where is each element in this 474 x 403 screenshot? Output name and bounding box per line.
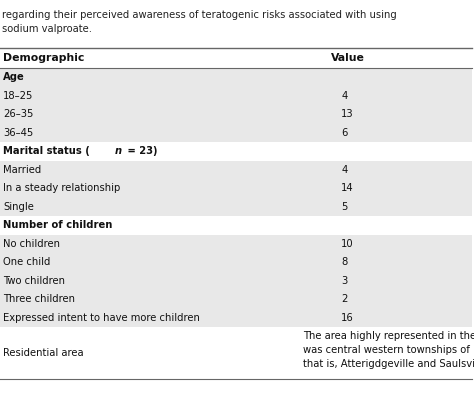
Text: Number of children: Number of children [3,220,112,230]
Bar [0,290,472,309]
Text: Two children: Two children [3,276,65,286]
Text: Expressed intent to have more children: Expressed intent to have more children [3,313,200,323]
Text: Marital status (: Marital status ( [3,146,90,156]
Text: n: n [115,146,122,156]
Bar [0,68,472,87]
Text: 3: 3 [341,276,347,286]
Bar [0,142,472,160]
Bar [0,309,472,327]
Text: 4: 4 [341,91,347,101]
Text: 16: 16 [341,313,354,323]
Text: 8: 8 [341,257,347,267]
Text: 5: 5 [341,202,347,212]
Text: 36–45: 36–45 [3,128,33,138]
Text: 6: 6 [341,128,347,138]
Text: 2: 2 [341,294,347,304]
Text: No children: No children [3,239,60,249]
Bar [0,327,472,379]
Text: 14: 14 [341,183,354,193]
Bar [0,235,472,253]
Text: In a steady relationship: In a steady relationship [3,183,120,193]
Text: Single: Single [3,202,34,212]
Bar [0,87,472,105]
Text: Age: Age [3,72,25,82]
Bar [0,197,472,216]
Text: 13: 13 [341,109,354,119]
Bar [0,179,472,197]
Text: sodium valproate.: sodium valproate. [2,24,92,34]
Bar [0,105,472,123]
Text: Value: Value [331,53,365,63]
Text: Demographic: Demographic [3,53,84,63]
Text: The area highly represented in the study
was central western townships of Pretor: The area highly represented in the study… [303,331,474,369]
Text: 18–25: 18–25 [3,91,33,101]
Bar [0,216,472,235]
Text: 4: 4 [341,165,347,175]
Bar [0,272,472,290]
Text: 26–35: 26–35 [3,109,33,119]
Text: Three children: Three children [3,294,75,304]
Bar [0,253,472,272]
Text: = 23): = 23) [124,146,158,156]
Bar [0,48,472,68]
Text: Residential area: Residential area [3,348,83,358]
Bar [0,160,472,179]
Bar [0,123,472,142]
Text: One child: One child [3,257,50,267]
Text: Married: Married [3,165,41,175]
Text: regarding their perceived awareness of teratogenic risks associated with using: regarding their perceived awareness of t… [2,10,397,20]
Text: 10: 10 [341,239,354,249]
